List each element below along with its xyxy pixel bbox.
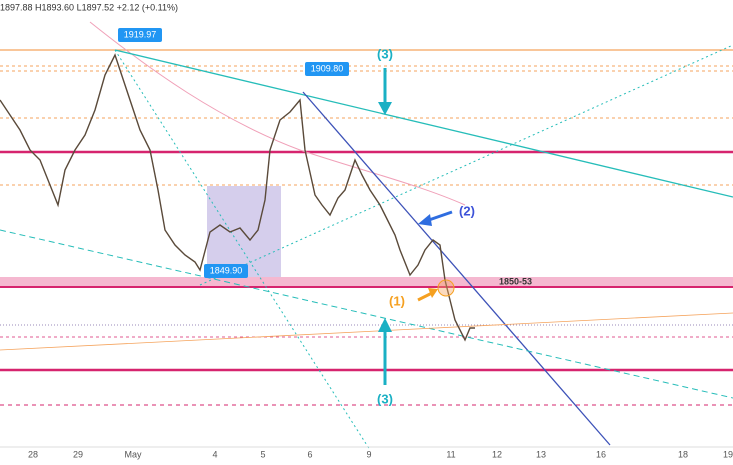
price-label: 1849.90 (210, 265, 243, 275)
annotation: (3) (377, 46, 393, 61)
trend-line (302, 91, 611, 446)
x-tick-label: 11 (446, 449, 455, 459)
price-label: 1909.80 (311, 63, 344, 73)
x-tick-label: 28 (28, 449, 38, 459)
price-label: 1919.97 (124, 29, 157, 39)
price-label-box (204, 264, 248, 278)
arrow-head (418, 214, 432, 226)
arrow-head (378, 318, 392, 332)
x-tick-label: 29 (73, 449, 83, 459)
arrow-head (428, 288, 438, 298)
arrow-head (378, 102, 392, 115)
trend-line (114, 49, 371, 451)
x-tick-label: 16 (596, 449, 606, 459)
trend-line (114, 49, 733, 198)
x-tick-label: 12 (492, 449, 502, 459)
moving-average (89, 21, 466, 206)
trend-line (0, 312, 733, 351)
x-tick-label: 19 (723, 449, 733, 459)
x-tick-label: 9 (366, 449, 371, 459)
x-tick-label: 4 (212, 449, 217, 459)
x-tick-label: 18 (678, 449, 688, 459)
x-tick-label: 6 (307, 449, 312, 459)
price-label-box (305, 62, 349, 76)
zone-label: 1850-53 (499, 276, 532, 286)
x-tick-label: 13 (536, 449, 546, 459)
annotation: (1) (389, 293, 405, 308)
x-axis: 28 29 May 4 5 6 9 11 12 13 16 18 19 (28, 449, 733, 459)
support-zone (0, 277, 733, 287)
arrow (417, 291, 433, 302)
trend-line (0, 229, 733, 399)
price-label-box (118, 28, 162, 42)
highlight-circle (437, 279, 455, 297)
ohlc-header: 1897.88 H1893.60 L1897.52 +2.12 (+0.11%) (0, 2, 178, 12)
x-tick-label: May (124, 449, 142, 459)
annotation: (2) (459, 203, 475, 218)
x-tick-label: 5 (260, 449, 265, 459)
range-box (207, 186, 281, 277)
annotation: (3) (377, 391, 393, 406)
price-path (0, 53, 475, 342)
